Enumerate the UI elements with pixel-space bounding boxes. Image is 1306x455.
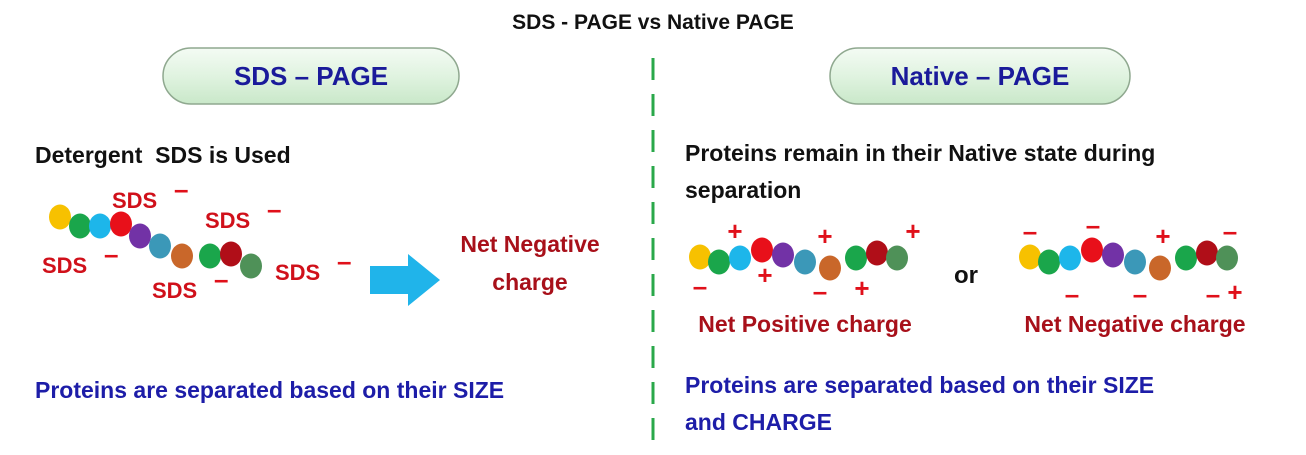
native-statement-line2: separation: [685, 177, 801, 203]
amino-acid-bead: [819, 255, 841, 281]
native-negative-chain-signs: – – + –– – – +: [1023, 210, 1243, 309]
amino-acid-bead: [1216, 245, 1238, 271]
sds-result-line1: Net Negative: [460, 231, 599, 257]
amino-acid-bead: [772, 242, 794, 268]
sds-label: SDS: [275, 260, 320, 285]
amino-acid-bead: [69, 213, 91, 239]
native-page-header-label: Native – PAGE: [891, 61, 1070, 91]
amino-acid-bead: [1149, 255, 1171, 281]
minus-charge-sign: –: [104, 239, 118, 269]
amino-acid-bead: [171, 243, 193, 269]
amino-acid-bead: [1059, 245, 1081, 271]
sds-statement: Detergent SDS is Used: [35, 142, 291, 168]
amino-acid-bead: [1102, 242, 1124, 268]
amino-acid-bead: [129, 223, 151, 249]
sds-label: SDS: [205, 208, 250, 233]
amino-acid-bead: [1124, 249, 1146, 275]
amino-acid-bead: [729, 245, 751, 271]
amino-acid-bead: [220, 241, 242, 267]
sds-protein-chain: [49, 204, 262, 279]
minus-charge-sign: –: [1065, 279, 1079, 309]
minus-charge-sign: –: [1086, 210, 1100, 240]
sds-label: SDS: [152, 278, 197, 303]
diagram-title: SDS - PAGE vs Native PAGE: [512, 11, 794, 34]
amino-acid-bead: [1196, 240, 1218, 266]
sds-page-header: SDS – PAGE: [162, 47, 460, 105]
amino-acid-bead: [794, 249, 816, 275]
plus-charge-sign: +: [1227, 277, 1242, 307]
minus-charge-sign: –: [1133, 279, 1147, 309]
native-page-header: Native – PAGE: [829, 47, 1131, 105]
amino-acid-bead: [240, 253, 262, 279]
native-positive-chain-signs: + + ++ +– –: [693, 216, 921, 306]
plus-charge-sign: +: [905, 216, 920, 246]
amino-acid-bead: [1038, 249, 1060, 275]
amino-acid-bead: [689, 244, 711, 270]
amino-acid-bead: [49, 204, 71, 230]
or-label: or: [954, 262, 978, 289]
minus-charge-sign: –: [174, 174, 188, 204]
minus-charge-sign: –: [214, 264, 228, 294]
amino-acid-bead: [1081, 237, 1103, 263]
sds-label: SDS: [112, 188, 157, 213]
right-arrow-icon: [370, 254, 440, 306]
native-positive-chain: [689, 237, 908, 281]
native-conclusion-line2: and CHARGE: [685, 409, 832, 435]
amino-acid-bead: [199, 243, 221, 269]
amino-acid-bead: [886, 245, 908, 271]
sds-conclusion: Proteins are separated based on their SI…: [35, 377, 504, 403]
minus-charge-sign: –: [1206, 279, 1220, 309]
minus-charge-sign: –: [813, 276, 827, 306]
amino-acid-bead: [89, 213, 111, 239]
plus-charge-sign: +: [727, 216, 742, 246]
amino-acid-bead: [845, 245, 867, 271]
amino-acid-bead: [1175, 245, 1197, 271]
native-negative-chain: [1019, 237, 1238, 281]
minus-charge-sign: –: [337, 246, 351, 276]
native-conclusion-line1: Proteins are separated based on their SI…: [685, 372, 1154, 398]
minus-charge-sign: –: [1223, 216, 1237, 246]
plus-charge-sign: +: [1155, 221, 1170, 251]
net-negative-charge-label: Net Negative charge: [1024, 311, 1245, 337]
amino-acid-bead: [1019, 244, 1041, 270]
net-positive-charge-label: Net Positive charge: [698, 311, 911, 337]
plus-charge-sign: +: [817, 221, 832, 251]
amino-acid-bead: [149, 233, 171, 259]
minus-charge-sign: –: [267, 194, 281, 224]
amino-acid-bead: [708, 249, 730, 275]
plus-charge-sign: +: [854, 273, 869, 303]
plus-charge-sign: +: [757, 260, 772, 290]
sds-page-header-label: SDS – PAGE: [234, 61, 388, 91]
amino-acid-bead: [751, 237, 773, 263]
native-statement-line1: Proteins remain in their Native state du…: [685, 140, 1155, 166]
minus-charge-sign: –: [693, 271, 707, 301]
amino-acid-bead: [866, 240, 888, 266]
sds-label: SDS: [42, 253, 87, 278]
minus-charge-sign: –: [1023, 216, 1037, 246]
amino-acid-bead: [110, 211, 132, 237]
sds-result-line2: charge: [492, 269, 567, 295]
sds-labels: SDS –SDS –SDS –SDS – SDS –: [42, 174, 351, 303]
